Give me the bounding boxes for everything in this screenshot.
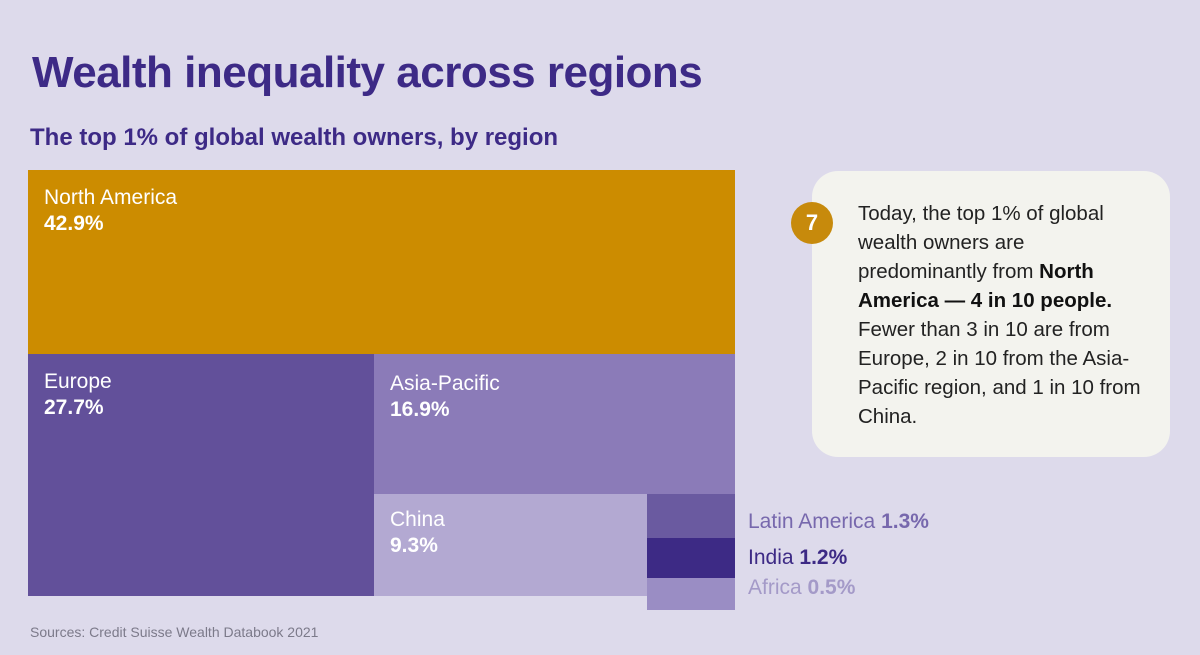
cell-value: 27.7%: [44, 396, 104, 419]
callout-text-post: Fewer than 3 in 10 are from Europe, 2 in…: [858, 318, 1141, 428]
callout-text-bold: North America — 4 in 10 people.: [858, 260, 1113, 312]
cell-value: 16.9%: [390, 398, 450, 421]
treemap-cell-china: China 9.3%: [374, 494, 647, 596]
callout-text: Today, the top 1% of global wealth owner…: [858, 199, 1158, 431]
callout-text-pre: Today, the top 1% of global wealth owner…: [858, 202, 1104, 283]
callout-card: Today, the top 1% of global wealth owner…: [812, 171, 1170, 457]
label-africa: Africa 0.5%: [748, 576, 855, 600]
label-name: Africa: [748, 576, 802, 599]
treemap-cell-asia-pacific: Asia-Pacific 16.9%: [374, 354, 735, 494]
treemap-cell-north-america: North America 42.9%: [28, 170, 735, 354]
label-name: Latin America: [748, 510, 876, 533]
cell-value: 9.3%: [390, 534, 438, 557]
label-value: 0.5%: [807, 576, 856, 599]
label-name: India: [748, 546, 794, 569]
label-value: 1.3%: [881, 510, 929, 533]
cell-label: Asia-Pacific: [390, 372, 500, 395]
cell-label: China: [390, 508, 445, 531]
cell-value: 42.9%: [44, 212, 104, 235]
cell-label: North America: [44, 186, 178, 209]
label-value: 1.2%: [799, 546, 848, 569]
callout-number-badge: 7: [791, 202, 833, 244]
chart-subtitle: The top 1% of global wealth owners, by r…: [30, 124, 559, 151]
treemap-cell-europe: Europe 27.7%: [28, 354, 374, 596]
treemap-cell-india: [647, 538, 735, 578]
source-note: Sources: Credit Suisse Wealth Databook 2…: [30, 624, 319, 640]
chart-title: Wealth inequality across regions: [32, 48, 703, 97]
treemap-cell-africa: [647, 578, 735, 610]
cell-label: Europe: [44, 370, 112, 393]
treemap-cell-latin-america: [647, 494, 735, 538]
label-india: India 1.2%: [748, 546, 847, 570]
label-latin-america: Latin America 1.3%: [748, 510, 929, 534]
